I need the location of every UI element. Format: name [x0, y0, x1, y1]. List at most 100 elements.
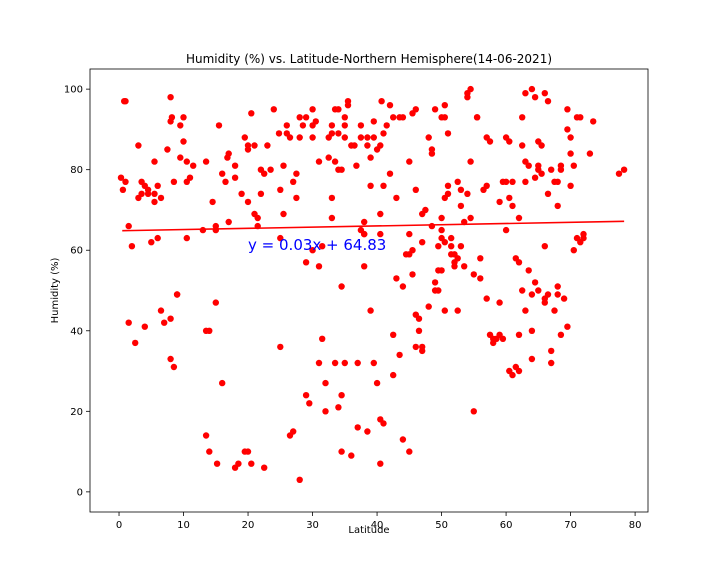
y-tick-label: 20: [70, 407, 83, 418]
data-point: [164, 146, 171, 153]
data-point: [448, 243, 455, 250]
data-point: [328, 214, 336, 222]
x-tick-label: 0: [116, 520, 122, 531]
data-point: [238, 190, 245, 197]
data-point: [202, 158, 210, 165]
data-point: [496, 299, 503, 306]
data-point: [435, 243, 442, 250]
data-point: [422, 206, 429, 214]
data-point: [354, 424, 361, 431]
regression-equation: y = 0.03x + 64.83: [248, 236, 386, 254]
data-point: [190, 162, 197, 169]
data-point: [499, 335, 507, 342]
data-point: [377, 142, 384, 149]
data-point: [296, 134, 303, 141]
data-point: [135, 142, 142, 149]
data-point: [177, 154, 184, 161]
data-point: [213, 460, 221, 467]
data-point: [353, 162, 360, 169]
data-point: [538, 170, 545, 177]
data-point: [515, 367, 523, 375]
x-tick-label: 30: [306, 520, 319, 531]
data-point: [373, 379, 381, 387]
data-point: [531, 174, 539, 181]
data-point: [415, 327, 423, 334]
data-point: [496, 198, 503, 206]
data-point: [483, 295, 490, 302]
data-point: [319, 335, 326, 342]
data-point: [415, 315, 423, 322]
data-point: [215, 122, 223, 129]
data-point: [117, 174, 125, 181]
data-point: [225, 150, 232, 157]
data-point: [231, 162, 239, 169]
data-point: [367, 182, 374, 189]
data-point: [315, 263, 323, 270]
data-point: [515, 331, 523, 338]
data-point: [370, 118, 377, 125]
data-point: [244, 146, 252, 153]
data-point: [141, 323, 148, 330]
data-point: [519, 287, 526, 294]
data-point: [412, 343, 419, 351]
data-point: [425, 134, 432, 141]
data-point: [219, 379, 226, 387]
data-point: [367, 154, 374, 161]
data-point: [335, 106, 342, 113]
data-point: [222, 178, 229, 185]
data-point: [515, 214, 523, 222]
data-point: [473, 114, 481, 121]
x-tick-label: 10: [177, 520, 190, 531]
data-point: [254, 214, 261, 222]
data-point: [138, 190, 145, 197]
data-point: [157, 307, 165, 314]
data-point: [319, 243, 326, 250]
data-point: [467, 158, 474, 165]
data-point: [235, 460, 242, 467]
y-tick-label: 0: [77, 487, 83, 498]
data-point: [212, 226, 219, 234]
data-point: [241, 134, 248, 141]
data-point: [386, 170, 394, 177]
data-point: [341, 359, 348, 367]
data-point: [338, 448, 345, 455]
data-points: [117, 85, 628, 483]
data-point: [277, 186, 284, 193]
y-axis-label: Humidity (%): [50, 257, 61, 323]
data-point: [396, 351, 403, 359]
plot-frame: [89, 68, 649, 513]
data-point: [390, 114, 397, 121]
data-point: [248, 460, 255, 467]
data-point: [506, 194, 513, 202]
data-point: [183, 234, 190, 242]
data-point: [464, 190, 471, 197]
data-point: [528, 355, 536, 363]
data-point: [441, 307, 448, 314]
data-point: [302, 392, 310, 399]
data-point: [341, 114, 348, 121]
data-point: [275, 130, 283, 137]
data-point: [315, 359, 323, 367]
data-point: [264, 142, 271, 149]
data-point: [386, 102, 394, 109]
data-point: [148, 239, 155, 246]
data-point: [570, 162, 577, 169]
data-point: [544, 190, 552, 197]
data-point: [128, 243, 136, 250]
data-point: [428, 146, 436, 153]
data-point: [457, 243, 465, 250]
data-point: [467, 214, 474, 222]
x-tick-label: 50: [435, 520, 448, 531]
data-point: [544, 98, 552, 105]
data-point: [186, 174, 194, 181]
data-point: [431, 279, 439, 286]
regression-line-layer: [122, 220, 625, 232]
data-point: [399, 114, 407, 121]
data-point: [377, 460, 384, 467]
data-point: [380, 182, 387, 189]
data-point: [541, 90, 548, 97]
data-point: [522, 178, 529, 185]
data-point: [438, 267, 445, 274]
data-point: [522, 90, 529, 97]
